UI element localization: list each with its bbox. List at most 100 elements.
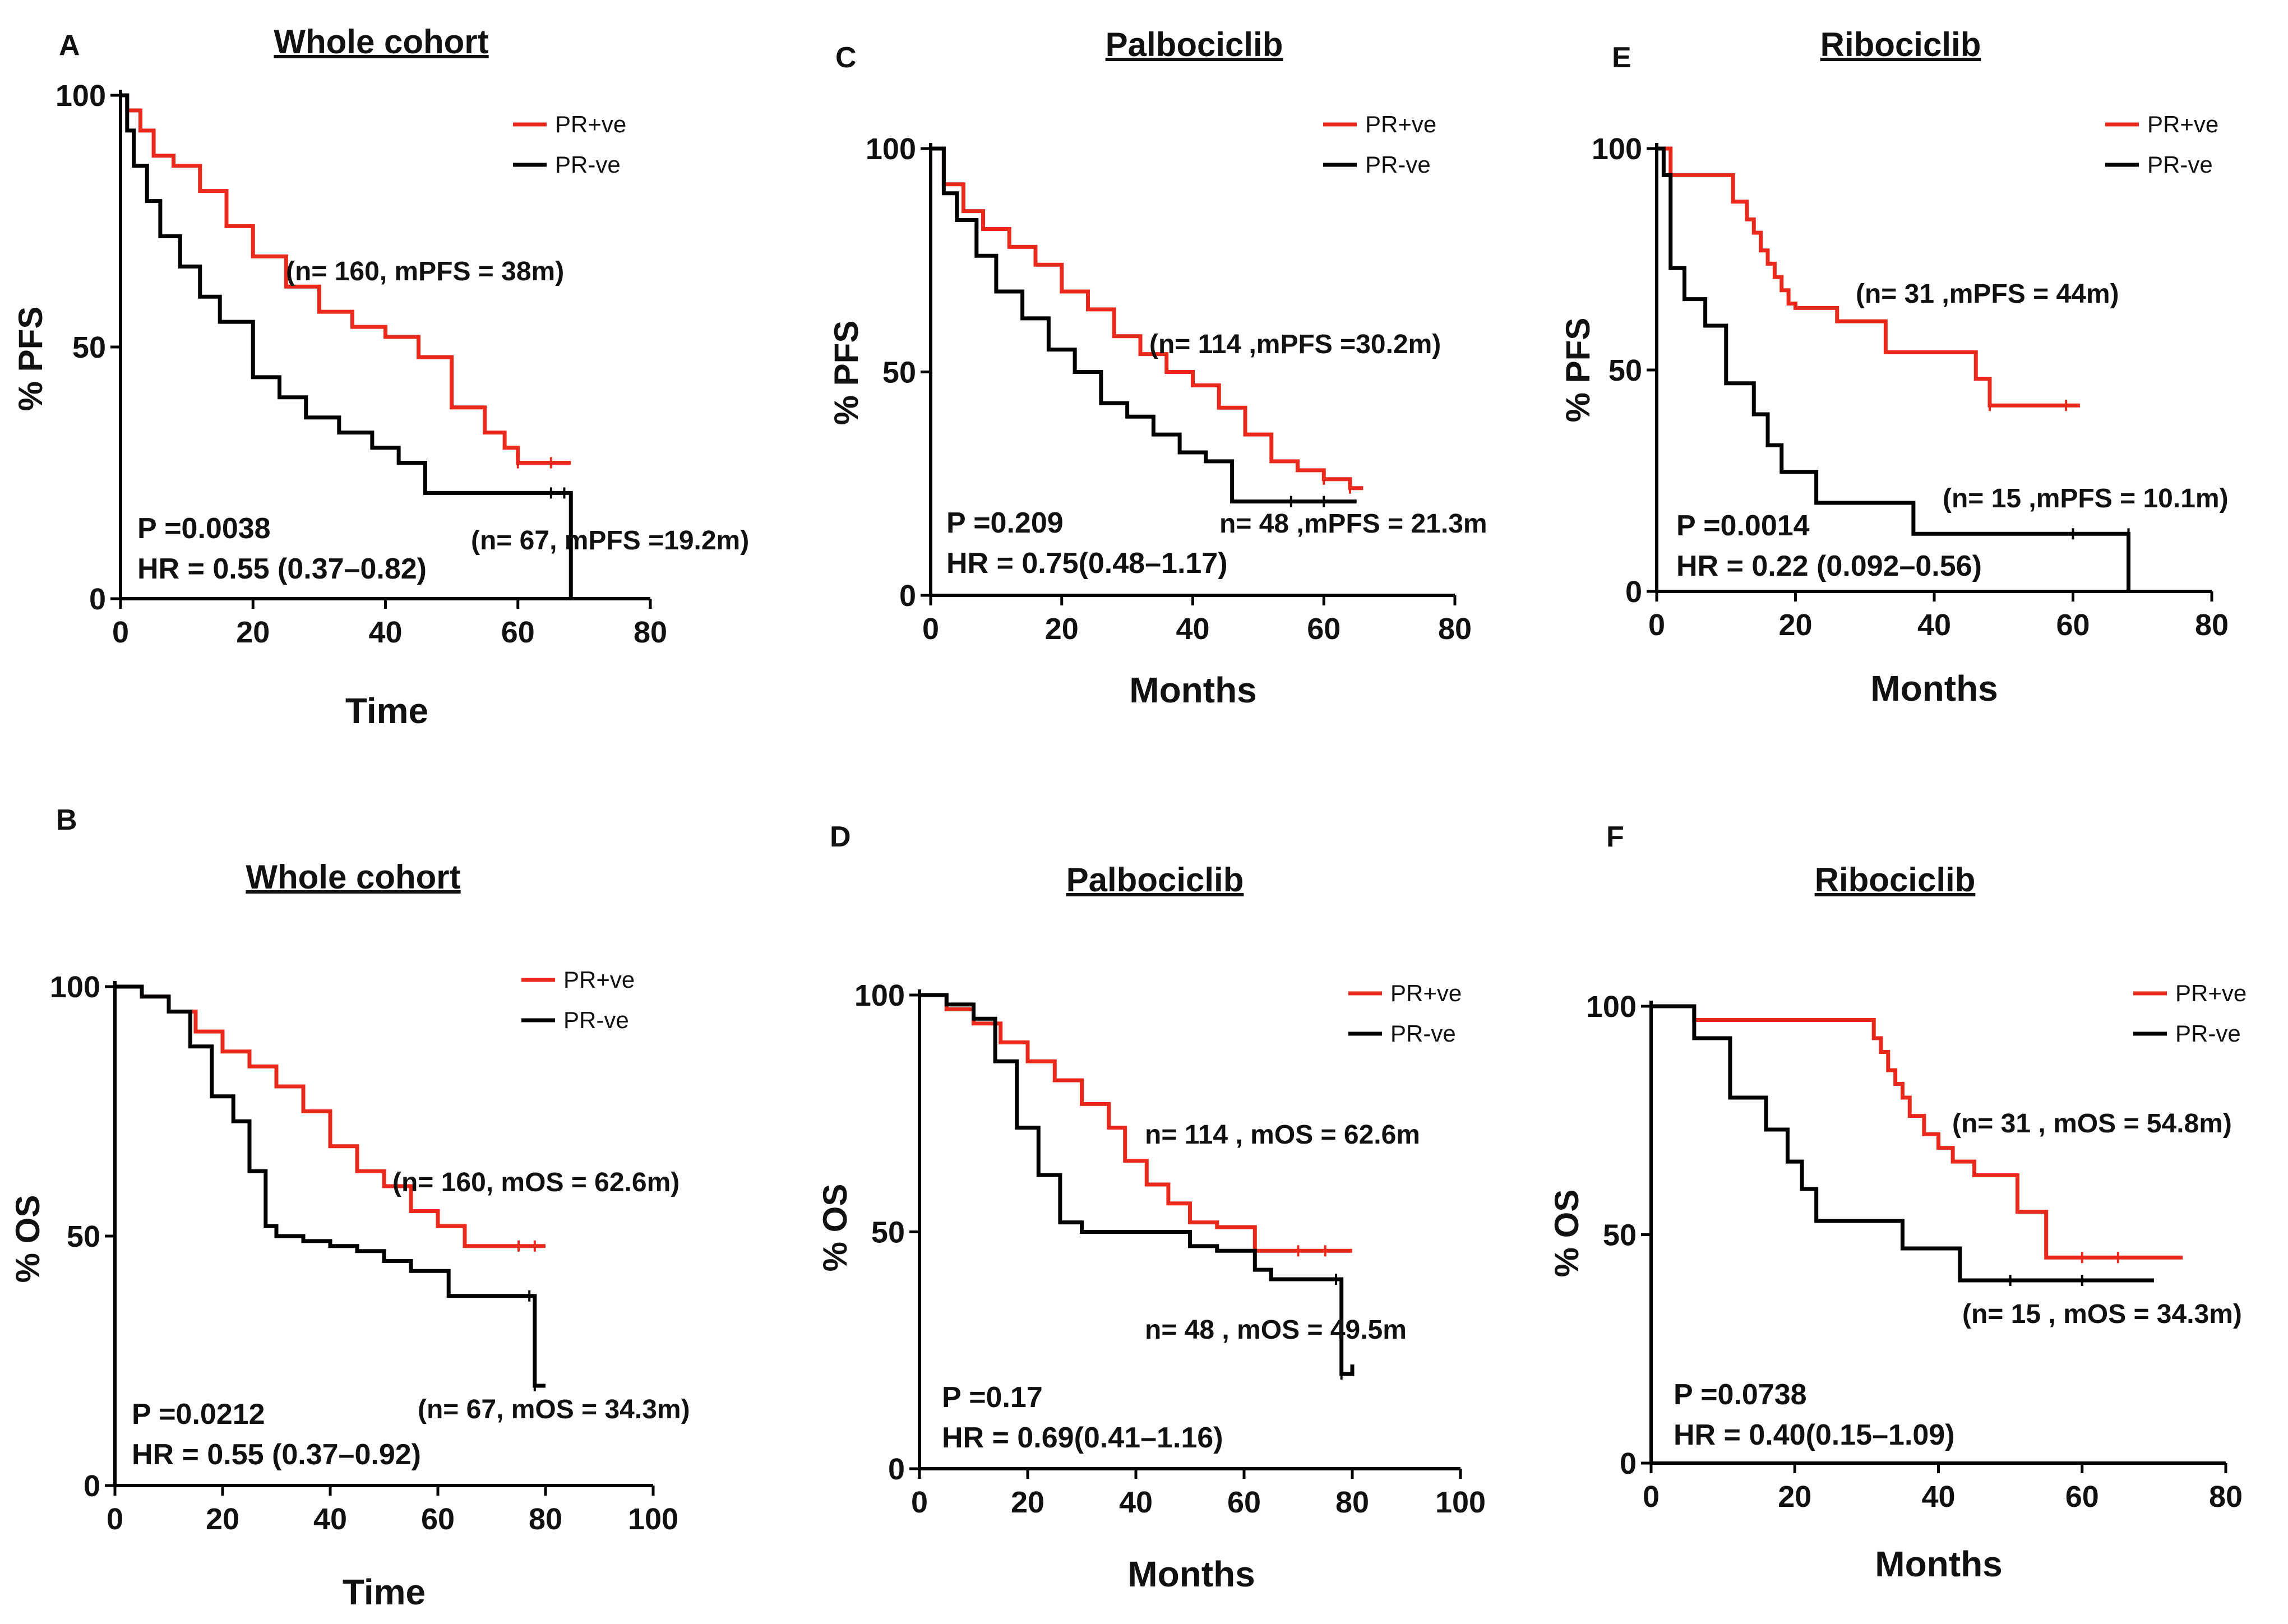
y-tick-label: 50 (1608, 354, 1642, 387)
annotation-pr-negative: (n= 15 ,mPFS = 10.1m) (1943, 484, 2229, 513)
curve-pr-positive (931, 146, 1363, 491)
panel-a: A Whole cohort 0 20 40 60 80 0 50 100 % PFS Time PR+… (12, 23, 749, 731)
y-tick-label: 50 (67, 1220, 100, 1253)
y-tick-label: 0 (1625, 575, 1642, 609)
annotation-pr-negative: n= 48 ,mPFS = 21.3m (1219, 509, 1487, 539)
x-tick-label: 20 (236, 616, 270, 649)
x-axis-label: Time (343, 1572, 426, 1612)
annotation-pr-positive: (n= 160, mPFS = 38m) (286, 257, 564, 286)
panel-title: Ribociclib (1815, 861, 1976, 899)
annotation-pr-positive: (n= 31 ,mPFS = 44m) (1856, 279, 2119, 309)
legend-label-pos: PR+ve (563, 966, 635, 993)
x-tick-label: 60 (2065, 1480, 2099, 1514)
panel-d: D Palbociclib 0 20 40 60 80 100 0 50 100 % OS Months… (816, 821, 1486, 1594)
x-tick-label: 0 (922, 612, 939, 646)
legend-label-pos: PR+ve (1390, 980, 1462, 1006)
p-value: P =0.0738 (1674, 1378, 1807, 1411)
curve-pr-positive (121, 93, 571, 465)
x-tick-label: 40 (1917, 608, 1951, 642)
legend-label-pos: PR+ve (2147, 111, 2218, 137)
y-tick-label: 100 (866, 132, 916, 166)
y-tick-label: 100 (1586, 990, 1637, 1024)
x-tick-label: 60 (421, 1502, 455, 1536)
y-tick-label: 50 (882, 356, 916, 390)
panel-title: Whole cohort (274, 23, 488, 61)
x-tick-label: 0 (112, 616, 129, 649)
panel-letter: E (1612, 41, 1631, 74)
x-tick-label: 80 (1438, 612, 1472, 646)
panel-e: E Ribociclib 0 20 40 60 80 0 50 100 % PFS Months PR+… (1559, 26, 2229, 709)
y-axis-label: % PFS (1559, 318, 1597, 423)
annotation-pr-positive: (n= 114 ,mPFS =30.2m) (1149, 330, 1441, 359)
x-tick-label: 40 (1119, 1486, 1153, 1519)
annotation-pr-negative: (n= 15 , mOS = 34.3m) (1962, 1299, 2242, 1329)
x-tick-label: 40 (1176, 612, 1209, 646)
y-tick-label: 0 (89, 582, 106, 616)
panel-title: Ribociclib (1820, 26, 1981, 63)
panel-title: Whole cohort (246, 858, 460, 896)
x-axis-label: Time (345, 691, 428, 731)
x-tick-label: 100 (628, 1502, 678, 1536)
y-tick-label: 100 (1592, 132, 1642, 166)
hazard-ratio: HR = 0.55 (0.37–0.92) (132, 1438, 421, 1471)
x-axis-label: Months (1875, 1544, 2003, 1584)
x-axis-label: Months (1129, 670, 1257, 710)
panel-letter: D (830, 821, 851, 853)
panel-letter: A (59, 29, 80, 62)
x-tick-label: 80 (2195, 608, 2229, 642)
x-tick-label: 80 (2209, 1480, 2243, 1514)
p-value: P =0.0212 (132, 1398, 265, 1431)
y-tick-label: 0 (888, 1452, 905, 1486)
annotation-pr-positive: n= 114 , mOS = 62.6m (1145, 1120, 1420, 1150)
x-axis-label: Months (1127, 1554, 1255, 1594)
legend-label-neg: PR-ve (563, 1007, 629, 1033)
y-tick-label: 100 (56, 79, 106, 113)
legend-label-pos: PR+ve (1365, 111, 1436, 137)
x-tick-label: 80 (634, 616, 667, 649)
curve-pr-positive (1651, 1004, 2183, 1260)
p-value: P =0.17 (942, 1381, 1043, 1414)
panel-title: Palbociclib (1106, 26, 1283, 63)
x-tick-label: 80 (529, 1502, 562, 1536)
x-tick-label: 0 (1648, 608, 1665, 642)
y-axis-label: % OS (816, 1184, 854, 1272)
curve-pr-negative (1657, 146, 2130, 591)
legend-label-neg: PR-ve (2175, 1020, 2241, 1047)
y-axis-label: % OS (1548, 1190, 1586, 1278)
x-tick-label: 20 (206, 1502, 239, 1536)
curve-pr-positive (919, 993, 1352, 1253)
x-axis-label: Months (1870, 668, 1998, 709)
x-tick-label: 40 (368, 616, 402, 649)
y-tick-label: 100 (854, 979, 905, 1012)
x-tick-label: 0 (911, 1486, 928, 1519)
y-tick-label: 50 (1603, 1219, 1637, 1252)
x-tick-label: 20 (1778, 1480, 1811, 1514)
panel-title: Palbociclib (1066, 861, 1244, 899)
panel-b: B Whole cohort 0 20 40 60 80 100 0 50 100 % OS Time P… (9, 804, 690, 1612)
x-tick-label: 100 (1435, 1486, 1486, 1519)
y-axis-label: % OS (9, 1195, 47, 1283)
curve-pr-negative (919, 993, 1355, 1376)
legend-label-neg: PR-ve (1390, 1020, 1456, 1047)
x-tick-label: 20 (1778, 608, 1812, 642)
curve-pr-negative (1651, 1004, 2154, 1283)
hazard-ratio: HR = 0.75(0.48–1.17) (946, 547, 1228, 580)
x-tick-label: 60 (1227, 1486, 1261, 1519)
panel-letter: F (1606, 821, 1624, 853)
hazard-ratio: HR = 0.40(0.15–1.09) (1674, 1419, 1955, 1451)
hazard-ratio: HR = 0.55 (0.37–0.82) (137, 553, 427, 585)
legend-label-neg: PR-ve (1365, 151, 1431, 178)
x-tick-label: 0 (1643, 1480, 1660, 1514)
y-axis-label: % PFS (12, 307, 49, 411)
curve-pr-negative (115, 984, 546, 1388)
curve-pr-negative (931, 146, 1357, 504)
x-tick-label: 20 (1045, 612, 1079, 646)
curve-pr-positive (115, 984, 546, 1248)
legend-label-pos: PR+ve (2175, 980, 2247, 1006)
x-tick-label: 20 (1011, 1486, 1044, 1519)
x-tick-label: 80 (1335, 1486, 1369, 1519)
y-tick-label: 50 (871, 1216, 905, 1250)
x-tick-label: 40 (1921, 1480, 1955, 1514)
panel-letter: B (56, 804, 77, 836)
